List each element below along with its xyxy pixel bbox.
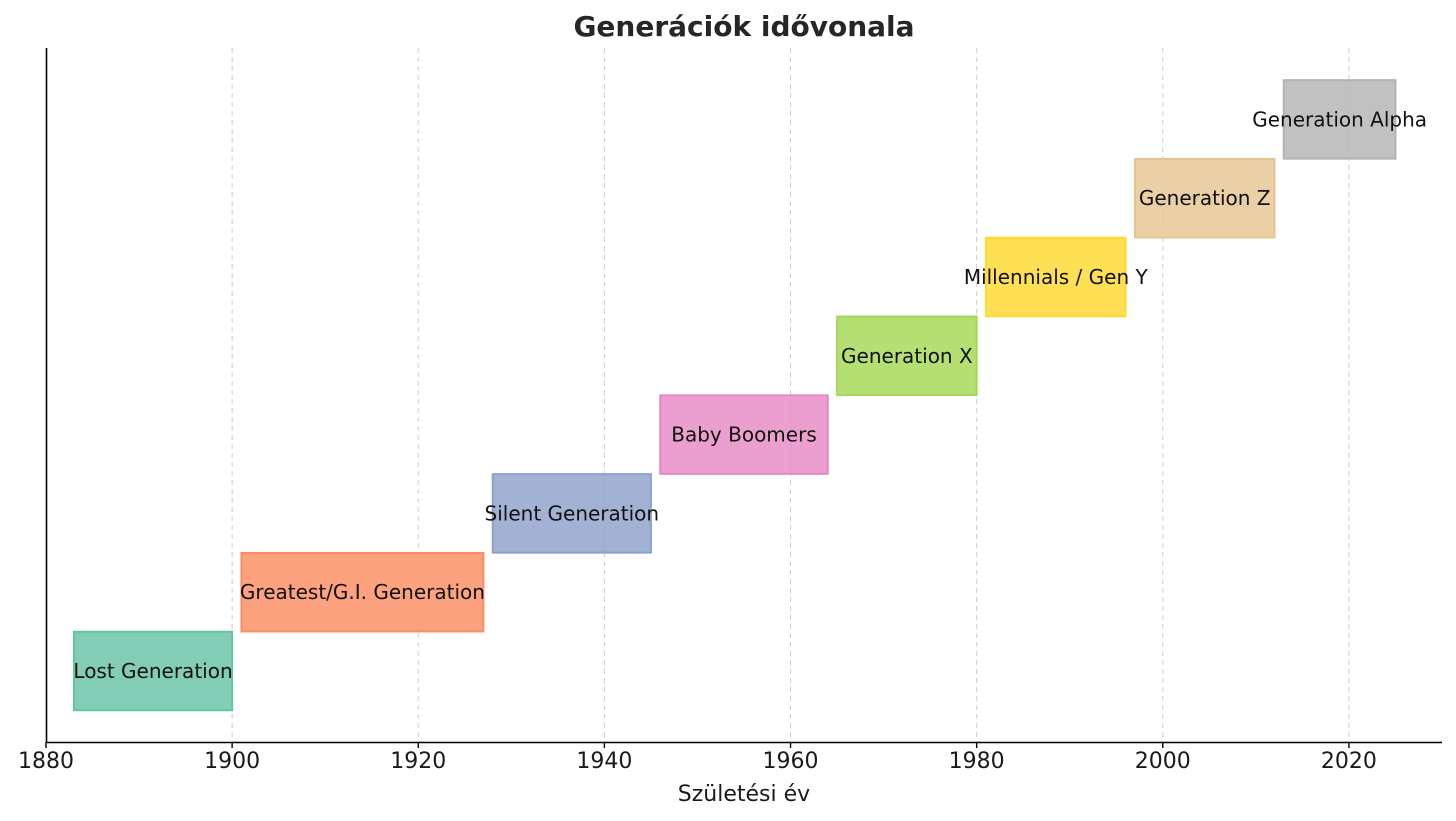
generation-bar bbox=[836, 315, 978, 397]
x-ticks: 1880 1900 1920 1940 1960 1980 2000 2020 bbox=[18, 742, 1377, 774]
generation-bar bbox=[1133, 157, 1276, 239]
x-tick-label: 1980 bbox=[949, 749, 1005, 774]
generation-label: Generation Z bbox=[1139, 186, 1271, 210]
x-tick-label: 1940 bbox=[576, 749, 632, 774]
generation-bar bbox=[72, 630, 234, 712]
generation-label: Greatest/G.I. Generation bbox=[240, 580, 485, 604]
generation-label: Baby Boomers bbox=[671, 423, 817, 447]
x-tick-label: 1920 bbox=[390, 749, 446, 774]
generation-label: Lost Generation bbox=[73, 659, 232, 683]
x-axis-label: Születési év bbox=[678, 782, 810, 807]
generation-label: Generation Alpha bbox=[1252, 107, 1427, 131]
x-tick-label: 2000 bbox=[1135, 749, 1191, 774]
axes bbox=[45, 48, 1442, 744]
x-tick-label: 1880 bbox=[18, 749, 74, 774]
generation-bars: Lost Generation Greatest/G.I. Generation S… bbox=[72, 79, 1427, 712]
generation-label: Silent Generation bbox=[485, 501, 660, 525]
generation-label: Generation X bbox=[841, 344, 973, 368]
x-tick-label: 1960 bbox=[763, 749, 819, 774]
generation-bar bbox=[984, 236, 1127, 318]
x-tick-label: 1900 bbox=[204, 749, 260, 774]
x-tick-label: 2020 bbox=[1321, 749, 1377, 774]
generation-label: Millennials / Gen Y bbox=[964, 265, 1149, 289]
generation-bar bbox=[491, 473, 652, 554]
chart-title: Generációk idővonala bbox=[573, 10, 915, 43]
generation-bar bbox=[659, 394, 829, 475]
generation-bar bbox=[1282, 79, 1397, 160]
generation-bar bbox=[240, 551, 485, 633]
